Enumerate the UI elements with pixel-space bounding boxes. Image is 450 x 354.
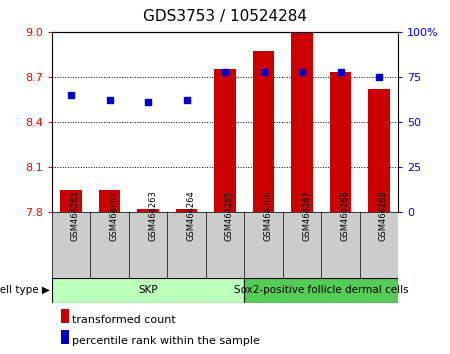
Text: GSM464264: GSM464264 (186, 190, 195, 241)
Bar (176, 209, 197, 212)
Bar (52, 278, 244, 303)
Text: transformed count: transformed count (72, 315, 176, 325)
Text: Sox2-positive follicle dermal cells: Sox2-positive follicle dermal cells (234, 285, 409, 295)
Text: SKP: SKP (138, 285, 158, 295)
Bar (214, 69, 236, 212)
Text: GSM464268: GSM464268 (341, 190, 350, 241)
Text: GSM464267: GSM464267 (302, 190, 311, 241)
Text: GSM464262: GSM464262 (109, 190, 118, 241)
Bar (244, 278, 398, 303)
Bar (292, 32, 313, 212)
Bar (137, 209, 158, 212)
Text: cell type ▶: cell type ▶ (0, 285, 50, 295)
Text: GSM464269: GSM464269 (379, 190, 388, 241)
Bar (330, 73, 351, 212)
Text: GSM464266: GSM464266 (264, 190, 273, 241)
Text: GSM464265: GSM464265 (225, 190, 234, 241)
Text: GDS3753 / 10524284: GDS3753 / 10524284 (143, 9, 307, 24)
Text: percentile rank within the sample: percentile rank within the sample (72, 336, 259, 346)
Bar (99, 190, 120, 212)
Bar (60, 190, 81, 212)
Bar (369, 89, 390, 212)
Text: GSM464263: GSM464263 (148, 190, 157, 241)
Text: GSM464261: GSM464261 (71, 190, 80, 241)
Bar (253, 51, 274, 212)
